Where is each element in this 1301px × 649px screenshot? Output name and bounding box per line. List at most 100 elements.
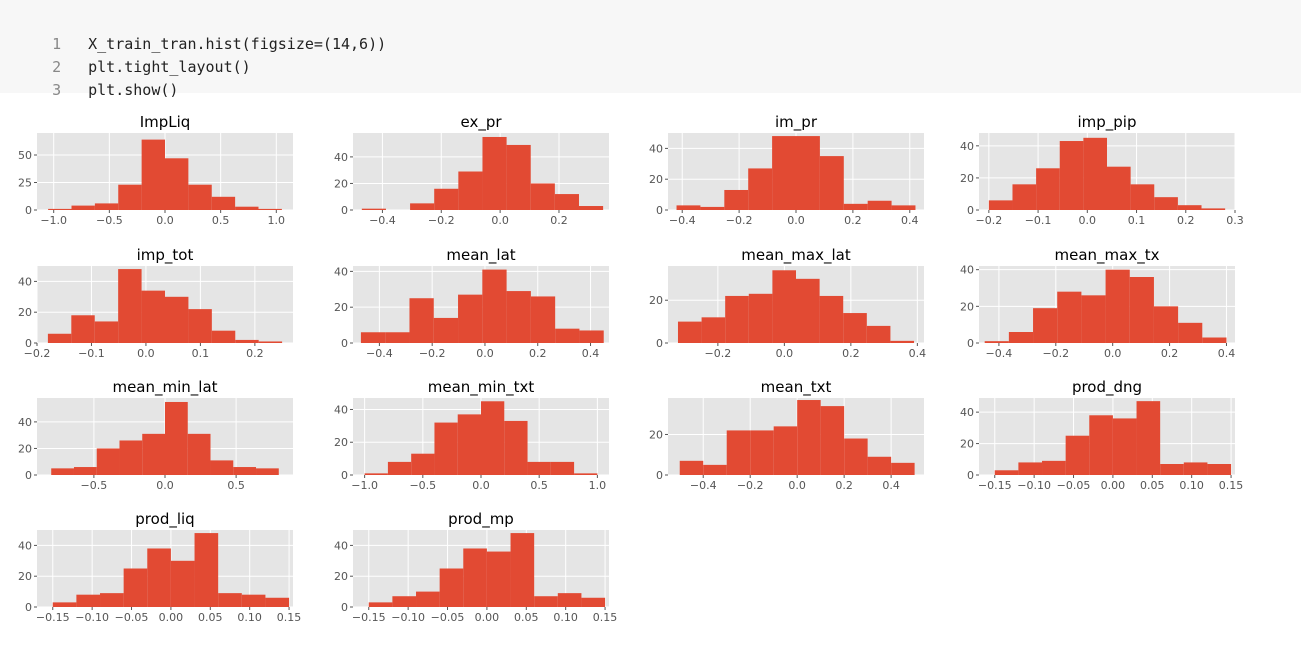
x-tick-label: 0.4 <box>1218 347 1236 360</box>
histogram-bar <box>235 339 259 343</box>
histogram-bar <box>1177 205 1202 210</box>
x-tick-label: 0.4 <box>909 347 927 360</box>
x-tick-label: 0.0 <box>1079 214 1097 227</box>
x-tick-label: −0.2 <box>428 214 455 227</box>
histogram-bar <box>1089 415 1113 475</box>
code-cell[interactable]: 1 X_train_tran.hist(figsize=(14,6)) 2 plt.… <box>0 0 1301 99</box>
x-tick-label: 0.3 <box>1226 214 1244 227</box>
histogram-bar <box>866 325 891 343</box>
y-tick-label: 40 <box>334 403 348 416</box>
histogram-bar <box>141 290 165 343</box>
histogram-mean-lat: −0.4 −0.2 0.0 0.2 0.4 0 20 40 mean_lat <box>334 246 609 360</box>
chart-title: mean_max_tx <box>1055 246 1160 265</box>
x-tick-label: 0.2 <box>1177 214 1195 227</box>
x-tick-label: −0.15 <box>352 611 386 624</box>
histogram-bar <box>235 206 259 210</box>
histogram-bar <box>119 440 143 475</box>
histogram-bar <box>47 333 72 343</box>
x-tick-label: −0.4 <box>369 214 396 227</box>
histogram-bar <box>361 208 386 210</box>
histogram-bar <box>820 406 845 475</box>
histogram-bar <box>218 593 242 607</box>
x-tick-label: 0.0 <box>476 347 494 360</box>
histogram-bar <box>1059 141 1084 210</box>
x-tick-label: 0.0 <box>472 479 490 492</box>
histogram-bar <box>557 593 582 607</box>
histogram-bar <box>819 295 844 343</box>
y-tick-label: 0 <box>656 469 663 482</box>
histogram-bar <box>891 205 916 210</box>
x-tick-label: 0.15 <box>593 611 618 624</box>
histogram-bar <box>1036 168 1060 210</box>
histogram-bar <box>1178 322 1203 343</box>
histogram-bar <box>94 321 119 343</box>
histogram-bar <box>677 321 702 343</box>
chart-title: mean_min_txt <box>428 378 535 397</box>
histogram-bar <box>726 430 751 475</box>
histogram-bar <box>458 171 483 210</box>
y-tick-label: 20 <box>649 294 663 307</box>
histogram-bar <box>1183 462 1208 475</box>
y-tick-label: 40 <box>18 539 32 552</box>
histogram-bar <box>530 296 556 343</box>
code-text: plt.show() <box>88 81 179 99</box>
histogram-bar <box>676 205 701 210</box>
histogram-bar <box>506 291 531 343</box>
histogram-bar <box>94 203 119 210</box>
histogram-bar <box>360 332 386 343</box>
histogram-bar <box>211 330 236 343</box>
code-text: plt.tight_layout() <box>88 58 251 76</box>
x-tick-label: 0.10 <box>553 611 578 624</box>
x-tick-label: 0.2 <box>246 347 264 360</box>
y-tick-label: 20 <box>334 436 348 449</box>
histogram-bar <box>48 208 72 210</box>
line-number: 2 <box>52 58 62 76</box>
histogram-bar <box>71 315 95 343</box>
histogram-bar <box>772 270 796 343</box>
code-text: X_train_tran.hist(figsize=(14,6)) <box>88 35 387 53</box>
x-tick-label: 0.15 <box>1219 479 1244 492</box>
histogram-bar <box>1105 269 1130 343</box>
x-tick-label: −0.10 <box>1017 479 1051 492</box>
y-tick-label: 50 <box>18 149 32 162</box>
histogram-bar <box>368 602 393 607</box>
x-tick-label: 0.05 <box>198 611 223 624</box>
histogram-bar <box>750 430 774 475</box>
histogram-bar <box>410 203 435 210</box>
x-tick-label: 0.5 <box>227 479 245 492</box>
histogram-bar <box>581 597 606 607</box>
y-tick-label: 0 <box>967 469 974 482</box>
histogram-bar <box>725 295 749 343</box>
x-tick-label: −0.2 <box>726 214 753 227</box>
chart-title: mean_txt <box>761 378 832 397</box>
y-tick-label: 40 <box>334 151 348 164</box>
histogram-bar <box>988 200 1013 210</box>
y-tick-label: 40 <box>960 264 974 277</box>
y-tick-label: 0 <box>967 204 974 217</box>
x-tick-label: −0.2 <box>737 479 764 492</box>
histogram-bar <box>867 200 892 210</box>
chart-title: prod_liq <box>135 510 194 529</box>
x-tick-label: −0.15 <box>36 611 70 624</box>
histogram-bar <box>439 568 464 607</box>
histogram-bar <box>890 340 915 343</box>
histogram-bar <box>550 461 575 475</box>
x-tick-label: 0.0 <box>156 214 174 227</box>
histogram-grid: −1.0 −0.5 0.0 0.5 1.0 0 25 50 ImpLiq −0.4 −0.2 0.0 0… <box>0 93 1301 644</box>
histogram-bar <box>147 548 171 607</box>
histogram-mean-max-lat: −0.2 0.0 0.2 0.4 0 20 mean_max_lat <box>649 246 926 360</box>
x-tick-label: −0.4 <box>986 347 1013 360</box>
chart-title: prod_dng <box>1072 378 1142 397</box>
chart-title: imp_pip <box>1077 113 1136 132</box>
histogram-bar <box>796 136 820 210</box>
y-tick-label: 40 <box>18 275 32 288</box>
histogram-prod-liq: −0.15 −0.10 −0.05 0.00 0.05 0.10 0.15 0 20 40 prod… <box>18 510 301 624</box>
histogram-bar <box>1083 137 1107 210</box>
x-tick-label: 0.5 <box>530 479 548 492</box>
histogram-bar <box>1081 295 1106 343</box>
histogram-bar <box>96 448 120 475</box>
y-tick-label: 25 <box>18 177 32 190</box>
histogram-bar <box>506 144 531 210</box>
x-tick-label: 0.0 <box>491 214 509 227</box>
x-tick-label: −0.05 <box>1057 479 1091 492</box>
